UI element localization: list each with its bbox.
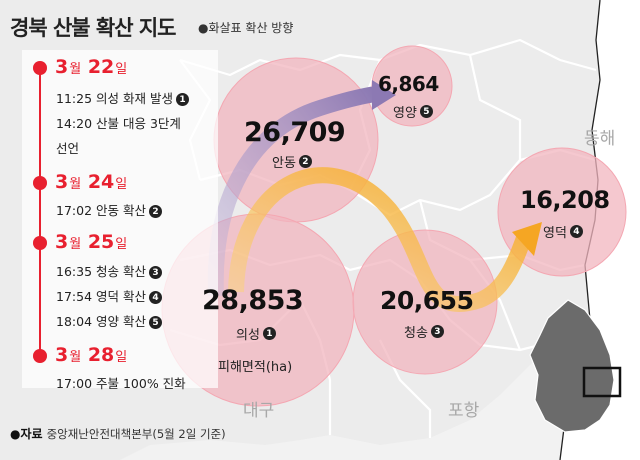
spread-arrowhead-purple xyxy=(372,80,396,110)
timeline-dot xyxy=(33,236,47,250)
source-text: 중앙재난안전대책본부(5월 2일 기준) xyxy=(46,426,226,441)
ref-badge-2: 2 xyxy=(148,205,162,218)
timeline-dot xyxy=(33,61,47,75)
unit-label: 피해면적(ha) xyxy=(218,360,293,375)
timeline-dot xyxy=(33,349,47,363)
korea-inset xyxy=(529,299,622,433)
arrow-legend: ●화살표 확산 방향 xyxy=(198,19,293,36)
date-mar-24: 3월 24일 xyxy=(55,171,128,193)
event-yeongyang-spread: 18:04 영양 확산 5 xyxy=(56,311,162,330)
korea-inset-shape xyxy=(529,299,615,433)
event-cheongsong-spread: 16:35 청송 확산 3 xyxy=(56,261,162,280)
korea-inset-highlight xyxy=(582,366,622,398)
region-daegu: 대구 xyxy=(243,401,275,421)
label-uiseong: 의성 1 xyxy=(236,324,276,343)
date-mar-22: 3월 22일 xyxy=(55,56,128,78)
value-yeongyang: 6,864 xyxy=(378,72,439,96)
legend-label: ●화살표 확산 방향 xyxy=(198,21,294,35)
value-andong: 26,709 xyxy=(244,117,346,148)
label-andong: 안동 2 xyxy=(272,152,312,171)
timeline-dot xyxy=(33,176,47,190)
timeline-panel xyxy=(22,50,218,388)
ref-badge-4: 4 xyxy=(148,291,162,304)
region-pohang: 포항 xyxy=(448,401,480,421)
ref-badge-5: 5 xyxy=(148,316,162,329)
event-andong-spread: 17:02 안동 확산 2 xyxy=(56,200,162,219)
spread-arrow-orange xyxy=(228,167,532,312)
value-yeongdeok: 16,208 xyxy=(520,186,610,214)
date-mar-28: 3월 28일 xyxy=(55,344,128,366)
label-yeongyang: 영양 5 xyxy=(393,102,433,121)
ref-badge-3: 3 xyxy=(148,266,162,279)
region-east-sea: 동해 xyxy=(584,129,616,149)
value-cheongsong: 20,655 xyxy=(380,286,474,315)
label-cheongsong: 청송 3 xyxy=(404,322,444,341)
value-uiseong: 28,853 xyxy=(202,285,304,316)
label-yeongdeok: 영덕 4 xyxy=(543,222,583,241)
spread-arrow-purple xyxy=(207,86,378,297)
spread-arrowhead-orange xyxy=(512,222,542,256)
event-yeongdeok-spread: 17:54 영덕 확산 4 xyxy=(56,286,162,305)
source-note: ●자료 중앙재난안전대책본부(5월 2일 기준) xyxy=(10,425,226,442)
event-response-level: 14:20 산불 대응 3단계 xyxy=(56,116,181,131)
event-declaration: 선언 xyxy=(56,141,80,156)
circle-cheongsong xyxy=(352,229,498,375)
source-label: ●자료 xyxy=(10,427,43,441)
ref-badge-1: 1 xyxy=(175,93,189,106)
event-uiseong-fire: 11:25 의성 화재 발생 1 xyxy=(56,88,189,107)
date-mar-25: 3월 25일 xyxy=(55,231,128,253)
event-main-fire-out: 17:00 주불 100% 진화 xyxy=(56,376,186,391)
page-title: 경북 산불 확산 지도 xyxy=(10,16,176,40)
